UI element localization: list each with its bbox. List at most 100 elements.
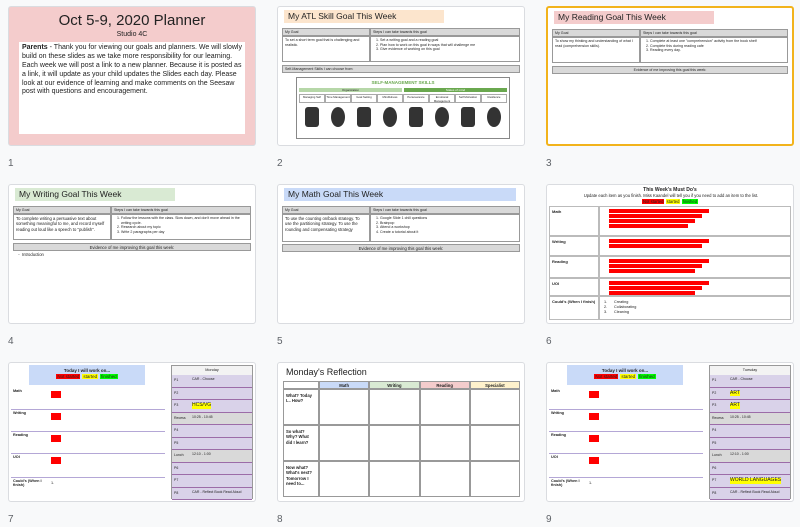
- row-cell: [599, 256, 791, 278]
- row-label: What? Today I... How?: [283, 389, 319, 425]
- period: P2: [712, 390, 717, 395]
- task-box: [51, 457, 61, 464]
- slide-thumbnail[interactable]: My Math Goal This Week My Goal Steps I c…: [277, 184, 525, 324]
- skill-label: Managing Self: [299, 94, 325, 103]
- slide-thumbnail[interactable]: Today I will work on... Not started starte…: [8, 362, 256, 502]
- slide-thumbnail[interactable]: This Week's Must Do's Update each item a…: [546, 184, 794, 324]
- slide-thumbnail[interactable]: My Writing Goal This Week My Goal Steps …: [8, 184, 256, 324]
- row-cell: [599, 278, 791, 296]
- table-cell: [369, 389, 420, 425]
- list-item: Reading every day.: [650, 48, 785, 53]
- column-header: Writing: [369, 381, 420, 389]
- skill-label: Perseverance: [403, 94, 429, 103]
- heading-box: Today I will work on... Not started starte…: [29, 365, 145, 385]
- skills-row: Managing Self Time Management Goal Setting…: [299, 94, 507, 136]
- row-line: [11, 453, 165, 454]
- schedule-row: [172, 462, 252, 475]
- period-text: CAR - Choose: [730, 377, 753, 381]
- skill-icon: [435, 107, 449, 127]
- row-label: Reading: [551, 433, 566, 437]
- table-cell: Evidence of me improving this goal this …: [552, 66, 788, 74]
- table-cell: [469, 461, 520, 497]
- table-cell: Follow the lessons with the class. Slow …: [111, 214, 251, 240]
- column-header: Reading: [419, 381, 470, 389]
- could-item: Collaborating: [614, 305, 637, 309]
- task-bar: [609, 259, 709, 263]
- table-cell: To set a short term goal that is challen…: [282, 36, 370, 62]
- table-cell: Steps I can take towards this goal: [370, 206, 520, 214]
- row-label: Writing: [551, 411, 565, 415]
- period-text: WORLD LANGUAGES: [730, 477, 782, 484]
- text: Follow the lessons with the class. Slow …: [114, 216, 248, 235]
- row-label: Writing: [549, 236, 599, 256]
- status: started: [620, 374, 637, 379]
- schedule-row: [172, 375, 252, 388]
- skill-label: Resilience: [481, 94, 507, 103]
- could-item: 1.: [51, 481, 55, 485]
- task-box: [589, 391, 599, 398]
- slide-number: 1: [8, 158, 14, 169]
- task-box: [51, 413, 61, 420]
- period: P6: [712, 465, 717, 470]
- table-cell: My Goal: [552, 29, 640, 37]
- schedule-row: [172, 387, 252, 400]
- skill-icon: [487, 107, 501, 127]
- task-bar: [609, 209, 709, 213]
- column-header: Math: [319, 381, 370, 389]
- list-item: Complete this during reading cafe: [650, 44, 785, 49]
- status: finished: [100, 374, 118, 379]
- slide-thumbnail[interactable]: Monday's Reflection Math Writing Reading Sp…: [277, 362, 525, 502]
- table-cell: To complete writing a persuasive text ab…: [13, 214, 111, 240]
- text: Complete at least one "comprehension" ac…: [643, 39, 785, 53]
- skill-label: Mindfulness: [377, 94, 403, 103]
- slide-thumbnail[interactable]: My Reading Goal This Week My Goal Steps …: [546, 6, 794, 146]
- task-bar: [609, 224, 688, 228]
- period-text: 12:10 - 1:00: [730, 452, 749, 456]
- slide-title: My ATL Skill Goal This Week: [284, 10, 444, 23]
- row-cell: [599, 236, 791, 256]
- row-label: UOI: [13, 455, 20, 459]
- row-label: UOI: [549, 278, 599, 296]
- row-label: Math: [13, 389, 22, 393]
- row-label: UOI: [551, 455, 558, 459]
- row-line: [549, 477, 703, 478]
- slide-title: My Reading Goal This Week: [554, 11, 714, 24]
- corner: [283, 381, 319, 389]
- slide-thumbnail[interactable]: My ATL Skill Goal This Week My Goal Step…: [277, 6, 525, 146]
- skill-label: Time Management: [325, 94, 351, 103]
- row-line: [549, 453, 703, 454]
- table-cell: [419, 389, 470, 425]
- period: P5: [174, 440, 179, 445]
- task-bar: [609, 291, 695, 295]
- task-bar: [609, 281, 709, 285]
- list-item: Write 2 paragraphs per day: [121, 230, 248, 235]
- table-cell: Introduction: [13, 251, 251, 321]
- list-item: Plan how to work on this goal in ways th…: [380, 43, 517, 48]
- text: started: [665, 199, 681, 204]
- table-cell: [419, 425, 470, 461]
- schedule: Monday P1 CAR - Choose P2 P3 HCS/VG Recess 10:2…: [171, 365, 253, 500]
- table-cell: [319, 461, 370, 497]
- slide-thumbnail[interactable]: Today I will work on... Not started starte…: [546, 362, 794, 502]
- text: Set a writing goal and a reading goalPla…: [373, 38, 517, 52]
- table-cell: Self-Management Skills I can choose from…: [282, 65, 520, 73]
- skill-icon: [383, 107, 397, 127]
- heading: Today I will work on...: [601, 368, 649, 373]
- list-item: Follow the lessons with the class. Slow …: [121, 216, 248, 225]
- skill-icon: [461, 107, 475, 127]
- table-cell: Evidence of me improving this goal this …: [282, 244, 520, 252]
- period: Lunch: [712, 453, 722, 457]
- status-legend: Not started started finished: [547, 199, 793, 204]
- text: Google Slide 1 chill questionsBrainpopAt…: [373, 216, 517, 235]
- task-bar: [609, 219, 695, 223]
- row-line: [11, 431, 165, 432]
- text: Organization: [299, 88, 402, 92]
- period: P3: [712, 403, 717, 407]
- slide-number: 4: [8, 336, 14, 347]
- could-num: 2.: [604, 305, 608, 309]
- row-label: Could's (When I finish): [549, 296, 599, 320]
- slide-thumbnail[interactable]: Oct 5-9, 2020 Planner Studio 4C Parents …: [8, 6, 256, 146]
- table-cell: Steps I can take towards this goal: [640, 29, 788, 37]
- text-box: Parents - Thank you for viewing our goal…: [19, 42, 245, 134]
